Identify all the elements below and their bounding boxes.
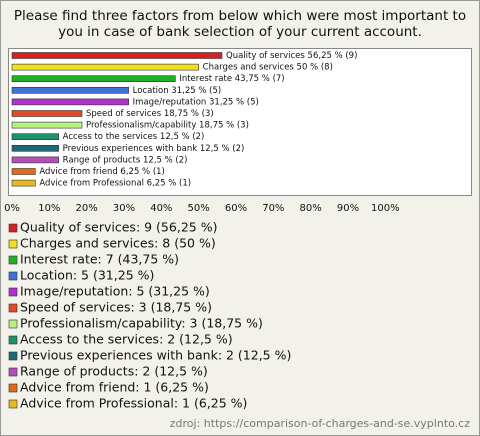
x-tick-label: 0% [4,203,20,214]
bar-label: Professionalism/capability 18,75 % (3) [86,121,249,131]
x-tick-label: 10% [38,203,60,214]
x-tick-label: 70% [262,203,284,214]
legend-label: Professionalism/capability: 3 (18,75 %) [20,316,263,331]
legend-label: Image/reputation: 5 (31,25 %) [20,284,210,299]
legend-swatch [8,399,18,409]
bar-label: Previous experiences with bank 12,5 % (2… [63,144,245,154]
legend-label: Speed of services: 3 (18,75 %) [20,300,212,315]
bar [11,145,59,152]
bar [11,110,83,117]
bar [11,98,129,106]
bar [11,75,176,82]
x-tick-label: 80% [300,203,322,214]
legend-label: Access to the services: 2 (12,5 %) [20,332,233,347]
legend-swatch [8,351,18,361]
bar [11,156,59,164]
legend-swatch [8,287,18,297]
bar-label: Speed of services 18,75 % (3) [86,109,214,119]
bar [11,121,83,129]
legend-label: Advice from friend: 1 (6,25 %) [20,380,209,395]
bar [11,168,36,175]
bar-label: Location 31,25 % (5) [133,86,222,96]
bar [11,87,129,94]
legend-swatch [8,303,18,313]
plot-area [8,48,472,196]
bar [11,63,199,71]
bar-label: Image/reputation 31,25 % (5) [133,97,259,107]
legend-swatch [8,239,18,249]
source: zdroj: https://comparison-of-charges-and… [170,417,470,430]
bar-label: Advice from friend 6,25 % (1) [39,167,165,177]
x-tick-label: 20% [76,203,98,214]
x-tick-label: 90% [337,203,359,214]
x-tick-label: 50% [188,203,210,214]
legend-swatch [8,255,18,265]
x-tick-label: 60% [225,203,247,214]
bar [11,179,36,187]
bar-label: Quality of services 56,25 % (9) [226,51,357,61]
bar-label: Advice from Professional 6,25 % (1) [39,179,191,189]
bar-label: Range of products 12,5 % (2) [63,155,188,165]
legend-label: Location: 5 (31,25 %) [20,268,154,283]
legend-label: Charges and services: 8 (50 %) [20,236,216,251]
legend-label: Previous experiences with bank: 2 (12,5 … [20,348,291,363]
x-tick-label: 40% [150,203,172,214]
legend-swatch [8,319,18,329]
bar [11,52,223,59]
legend-label: Range of products: 2 (12,5 %) [20,364,208,379]
legend-swatch [8,271,18,281]
chart-title: Please find three factors from below whi… [13,8,467,40]
x-tick-label: 30% [113,203,135,214]
bar [11,133,59,140]
legend-swatch [8,367,18,377]
legend-swatch [8,223,18,233]
bar-label: Access to the services 12,5 % (2) [63,132,205,142]
legend-label: Quality of services: 9 (56,25 %) [20,220,217,235]
x-tick-label: 100% [371,203,400,214]
legend-label: Interest rate: 7 (43,75 %) [20,252,179,267]
legend-swatch [8,335,18,345]
legend-swatch [8,383,18,393]
bar-label: Interest rate 43,75 % (7) [179,74,284,84]
title-box: Please find three factors from below whi… [13,8,467,40]
bar-label: Charges and services 50 % (8) [203,63,333,73]
legend-label: Advice from Professional: 1 (6,25 %) [20,396,247,411]
